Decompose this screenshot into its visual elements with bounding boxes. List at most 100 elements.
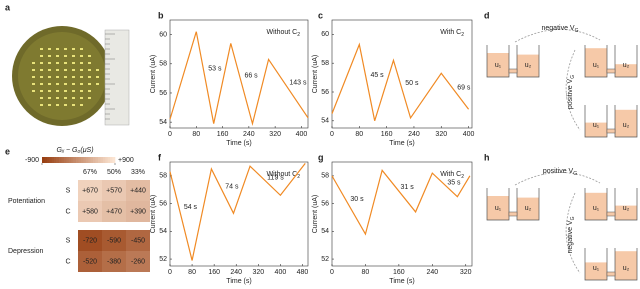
- x-tick-label: 160: [217, 131, 229, 138]
- electrode: [64, 90, 67, 92]
- annotation: 74 s: [225, 184, 239, 191]
- heat-cell: [102, 230, 126, 251]
- voltage-label-main: positive V: [543, 168, 574, 175]
- electrode: [48, 104, 51, 106]
- annotation: 66 s: [244, 72, 258, 79]
- tank-wall: [516, 45, 540, 78]
- voltage-label-main: negative V: [567, 220, 574, 253]
- colorbar-cell: [56, 157, 60, 163]
- chart-label-sub: 2: [461, 174, 464, 180]
- electrode: [40, 90, 43, 92]
- electrode: [80, 69, 83, 71]
- colorbar-cell: [49, 157, 53, 163]
- photo: [8, 8, 143, 128]
- electrode: [40, 48, 43, 50]
- x-tick-label: 320: [435, 131, 447, 138]
- x-tick-label: 400: [296, 131, 308, 138]
- panel-label: e: [5, 146, 10, 156]
- colorbar-cell: [42, 157, 45, 163]
- electrode: [48, 83, 51, 85]
- x-tick-label: 80: [188, 269, 196, 276]
- x-tick-label: 0: [330, 131, 334, 138]
- y-tick-label: 54: [159, 228, 167, 235]
- tank-liquid: [487, 53, 509, 77]
- heat-cell: [102, 251, 126, 272]
- x-axis-label: Time (s): [226, 278, 251, 285]
- electrode: [80, 48, 83, 50]
- tank-liquid: [585, 48, 607, 77]
- electrode: [64, 76, 67, 78]
- cell-label: -590: [107, 237, 121, 244]
- x-tick-label: 320: [252, 269, 264, 276]
- chart-label: Without C2: [266, 171, 300, 180]
- arrow: [514, 172, 601, 186]
- chart-label: With C2: [440, 29, 464, 38]
- x-tick-label: 480: [297, 269, 309, 276]
- colorbar-cell: [61, 157, 65, 163]
- heat-cell: [126, 180, 150, 201]
- pipe: [508, 211, 518, 217]
- electrode: [88, 97, 91, 99]
- tank-wall: [516, 188, 540, 221]
- voltage-label: negative VG: [542, 25, 579, 34]
- annotation: 50 s: [405, 80, 419, 87]
- row-label: S: [66, 237, 71, 244]
- electrode: [56, 97, 59, 99]
- tank-liquid: [517, 197, 539, 220]
- x-tick-label: 160: [393, 269, 405, 276]
- voltage-label-sub: G: [570, 75, 576, 79]
- electrode: [64, 97, 67, 99]
- x-axis-label: Time (s): [389, 278, 414, 285]
- unit-label: u₂: [623, 62, 630, 69]
- tank-wall: [584, 105, 608, 138]
- colorbar-cell: [90, 157, 94, 163]
- annotation: 119 s: [267, 175, 284, 182]
- x-axis-label: Time (s): [226, 140, 251, 147]
- heatmap-title: Gᵢⱼ − G₀(μS): [56, 147, 93, 154]
- chart-label: With C2: [440, 171, 464, 180]
- colorbar-cell: [68, 157, 72, 163]
- electrode: [96, 76, 99, 78]
- annotation: 30 s: [350, 196, 364, 203]
- column-label: 33%: [131, 169, 145, 176]
- y-tick-label: 60: [321, 31, 329, 38]
- row-label: C: [65, 258, 70, 265]
- electrode: [72, 104, 75, 106]
- annotation: 143 s: [289, 80, 307, 87]
- heat-cell: [78, 180, 102, 201]
- cell-label: +470: [106, 208, 122, 215]
- colorbar-cell: [80, 157, 84, 163]
- annotation: 53 s: [208, 65, 222, 72]
- cell-label: +670: [82, 187, 98, 194]
- panel-label: f: [158, 152, 162, 162]
- tank-wall: [614, 248, 638, 281]
- panel-label: d: [484, 10, 490, 20]
- electrode: [48, 76, 51, 78]
- colorbar-label: +900: [118, 157, 134, 164]
- electrode: [80, 97, 83, 99]
- plot-frame: [169, 19, 309, 129]
- electrode: [32, 69, 35, 71]
- electrode-grid: [32, 48, 99, 106]
- unit-label: u₂: [525, 62, 532, 69]
- electrode: [72, 48, 75, 50]
- unit-label: u₁: [593, 265, 600, 272]
- row-label: C: [65, 208, 70, 215]
- x-tick-label: 240: [408, 131, 420, 138]
- voltage-label-sub: G: [575, 28, 579, 34]
- group-label: Potentiation: [8, 198, 45, 205]
- chart-label-main: With C: [440, 171, 461, 178]
- electrode: [88, 83, 91, 85]
- electrode: [40, 76, 43, 78]
- heat-cell: [78, 201, 102, 222]
- x-tick-label: 240: [230, 269, 242, 276]
- chart-label-sub: 2: [297, 32, 300, 38]
- electrode: [80, 62, 83, 64]
- annotation: 31 s: [401, 184, 415, 191]
- unit-label: u₂: [525, 205, 532, 212]
- colorbar-cell: [51, 157, 55, 163]
- cell-label: -520: [83, 258, 97, 265]
- colorbar-cell: [54, 157, 57, 163]
- cell-label: -450: [131, 237, 145, 244]
- heat-cell: [78, 230, 102, 251]
